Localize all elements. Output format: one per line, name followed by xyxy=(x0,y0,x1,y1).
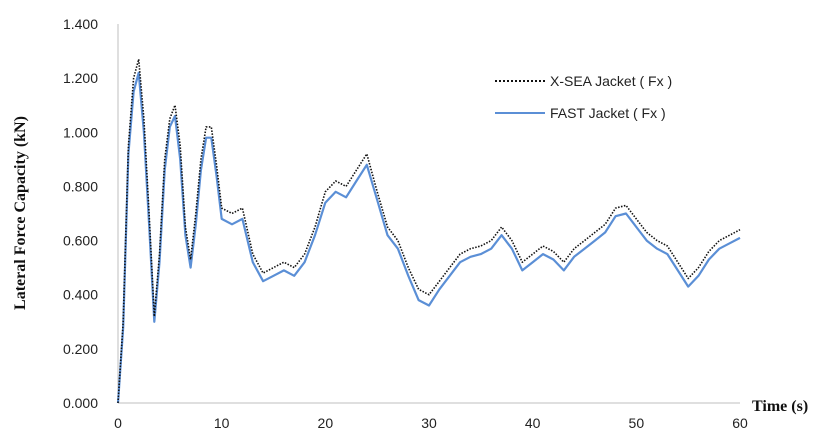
y-tick-label: 0.600 xyxy=(63,233,98,249)
y-tick-labels: 0.000 0.200 0.400 0.600 0.800 1.000 1.200 1.400 xyxy=(63,16,98,411)
series-layer xyxy=(116,58,741,404)
x-axis-title: Time (s) xyxy=(752,398,808,415)
legend: X-SEA Jacket ( Fx ) FAST Jacket ( Fx ) xyxy=(495,73,672,121)
y-tick-label: 0.000 xyxy=(63,395,98,411)
series-line-fast xyxy=(116,71,741,404)
x-tick-label: 50 xyxy=(629,415,645,431)
x-tick-label: 10 xyxy=(214,415,230,431)
x-tick-label: 60 xyxy=(732,415,748,431)
y-tick-label: 1.400 xyxy=(63,16,98,32)
legend-label-fast: FAST Jacket ( Fx ) xyxy=(550,105,666,121)
y-tick-label: 0.200 xyxy=(63,341,98,357)
x-tick-labels: 0 10 20 30 40 50 60 xyxy=(114,415,748,431)
x-tick-label: 30 xyxy=(421,415,437,431)
legend-label-x-sea: X-SEA Jacket ( Fx ) xyxy=(550,73,672,89)
x-tick-label: 0 xyxy=(114,415,122,431)
series-line-x-sea xyxy=(117,58,741,404)
y-tick-label: 0.800 xyxy=(63,178,98,194)
y-tick-label: 1.000 xyxy=(63,124,98,140)
y-axis-title: Lateral Force Capacity (kN) xyxy=(12,116,29,310)
y-tick-label: 0.400 xyxy=(63,287,98,303)
x-tick-label: 20 xyxy=(318,415,334,431)
y-tick-label: 1.200 xyxy=(63,70,98,86)
x-tick-label: 40 xyxy=(525,415,541,431)
